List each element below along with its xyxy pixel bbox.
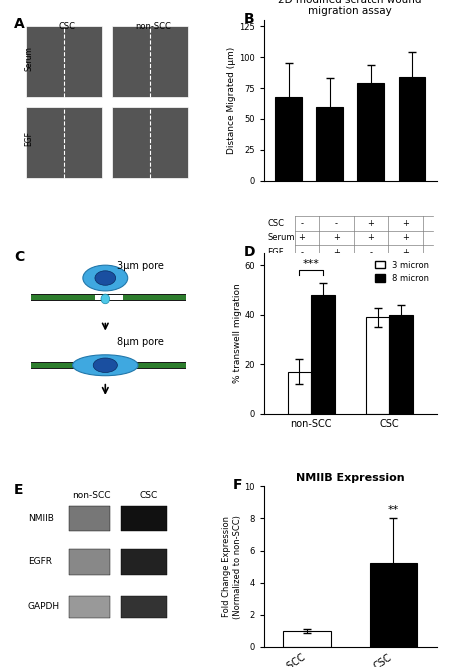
Text: -: - bbox=[369, 248, 373, 257]
Bar bbox=[284, 631, 331, 647]
Text: 8μm pore: 8μm pore bbox=[117, 337, 164, 347]
Bar bbox=[26, 27, 102, 97]
Text: +: + bbox=[368, 219, 374, 228]
Ellipse shape bbox=[83, 265, 128, 291]
Ellipse shape bbox=[95, 271, 116, 285]
Ellipse shape bbox=[72, 355, 138, 376]
Text: NMIIB: NMIIB bbox=[27, 514, 54, 523]
Title: 2D modified scratch wound
migration assay: 2D modified scratch wound migration assa… bbox=[279, 0, 422, 17]
Bar bbox=[389, 315, 413, 414]
Text: A: A bbox=[14, 17, 25, 31]
Text: non-SCC: non-SCC bbox=[72, 491, 111, 500]
Text: -: - bbox=[301, 248, 303, 257]
Bar bbox=[316, 107, 343, 181]
Ellipse shape bbox=[101, 294, 110, 303]
Text: GAPDH: GAPDH bbox=[27, 602, 60, 611]
Y-axis label: Distance Migrated (μm): Distance Migrated (μm) bbox=[227, 47, 236, 154]
Bar bbox=[112, 107, 188, 177]
Text: EGF: EGF bbox=[267, 248, 284, 257]
Text: EGF: EGF bbox=[24, 131, 33, 147]
Text: F: F bbox=[233, 478, 243, 492]
Bar bbox=[69, 596, 110, 618]
Text: ***: *** bbox=[302, 259, 320, 269]
Bar bbox=[31, 294, 95, 301]
Text: Serum: Serum bbox=[267, 233, 295, 242]
Text: +: + bbox=[402, 248, 409, 257]
Text: -: - bbox=[335, 219, 338, 228]
Bar bbox=[112, 27, 188, 97]
Bar bbox=[121, 549, 167, 575]
Bar bbox=[31, 294, 186, 295]
Text: -: - bbox=[301, 219, 303, 228]
Text: +: + bbox=[402, 233, 409, 242]
Bar bbox=[138, 362, 186, 369]
Text: +: + bbox=[333, 233, 340, 242]
Bar bbox=[288, 372, 311, 414]
Text: +: + bbox=[333, 248, 340, 257]
Ellipse shape bbox=[93, 358, 117, 372]
Bar bbox=[31, 362, 79, 369]
Text: 3μm pore: 3μm pore bbox=[117, 261, 164, 271]
Bar bbox=[31, 362, 186, 363]
Text: **: ** bbox=[388, 505, 399, 515]
Bar bbox=[357, 83, 384, 181]
Bar bbox=[122, 294, 186, 301]
Bar bbox=[275, 97, 302, 181]
Text: +: + bbox=[402, 219, 409, 228]
Text: EGFR: EGFR bbox=[27, 558, 52, 566]
Text: +: + bbox=[298, 233, 306, 242]
Text: Serum: Serum bbox=[24, 46, 33, 71]
Text: C: C bbox=[14, 250, 24, 264]
Bar bbox=[69, 506, 110, 531]
Text: E: E bbox=[14, 483, 23, 497]
Y-axis label: % transwell migration: % transwell migration bbox=[233, 283, 242, 384]
Bar bbox=[121, 506, 167, 531]
Y-axis label: Fold Change Expression
(Normalized to non-SCC): Fold Change Expression (Normalized to no… bbox=[222, 515, 242, 618]
Text: CSC: CSC bbox=[59, 21, 76, 31]
Legend: 3 micron, 8 micron: 3 micron, 8 micron bbox=[372, 257, 432, 286]
Bar bbox=[311, 295, 334, 414]
Bar bbox=[69, 549, 110, 575]
Text: +: + bbox=[368, 233, 374, 242]
Bar bbox=[369, 564, 417, 647]
Bar bbox=[121, 596, 167, 618]
Bar bbox=[366, 317, 389, 414]
Bar bbox=[26, 107, 102, 177]
Text: CSC: CSC bbox=[140, 491, 158, 500]
Text: D: D bbox=[243, 245, 255, 259]
Title: NMIIB Expression: NMIIB Expression bbox=[296, 473, 405, 483]
Text: B: B bbox=[243, 12, 254, 26]
Text: non-SCC: non-SCC bbox=[135, 21, 171, 31]
Bar bbox=[31, 300, 186, 301]
Bar bbox=[31, 368, 186, 369]
Bar bbox=[399, 77, 425, 181]
Text: CSC: CSC bbox=[267, 219, 284, 228]
